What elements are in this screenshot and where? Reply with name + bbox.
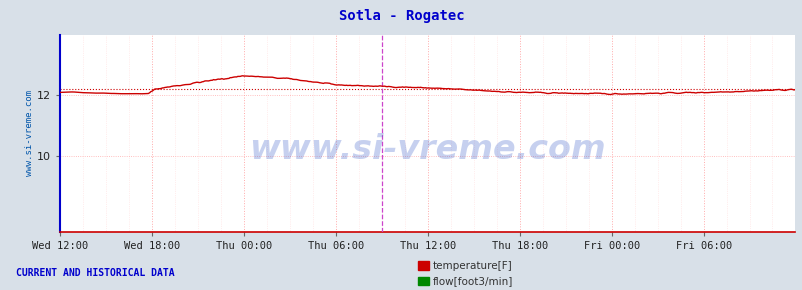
Y-axis label: www.si-vreme.com: www.si-vreme.com bbox=[25, 90, 34, 176]
Legend: temperature[F], flow[foot3/min]: temperature[F], flow[foot3/min] bbox=[414, 257, 516, 290]
Text: www.si-vreme.com: www.si-vreme.com bbox=[249, 133, 606, 166]
Text: Sotla - Rogatec: Sotla - Rogatec bbox=[338, 9, 464, 23]
Text: CURRENT AND HISTORICAL DATA: CURRENT AND HISTORICAL DATA bbox=[16, 267, 175, 278]
